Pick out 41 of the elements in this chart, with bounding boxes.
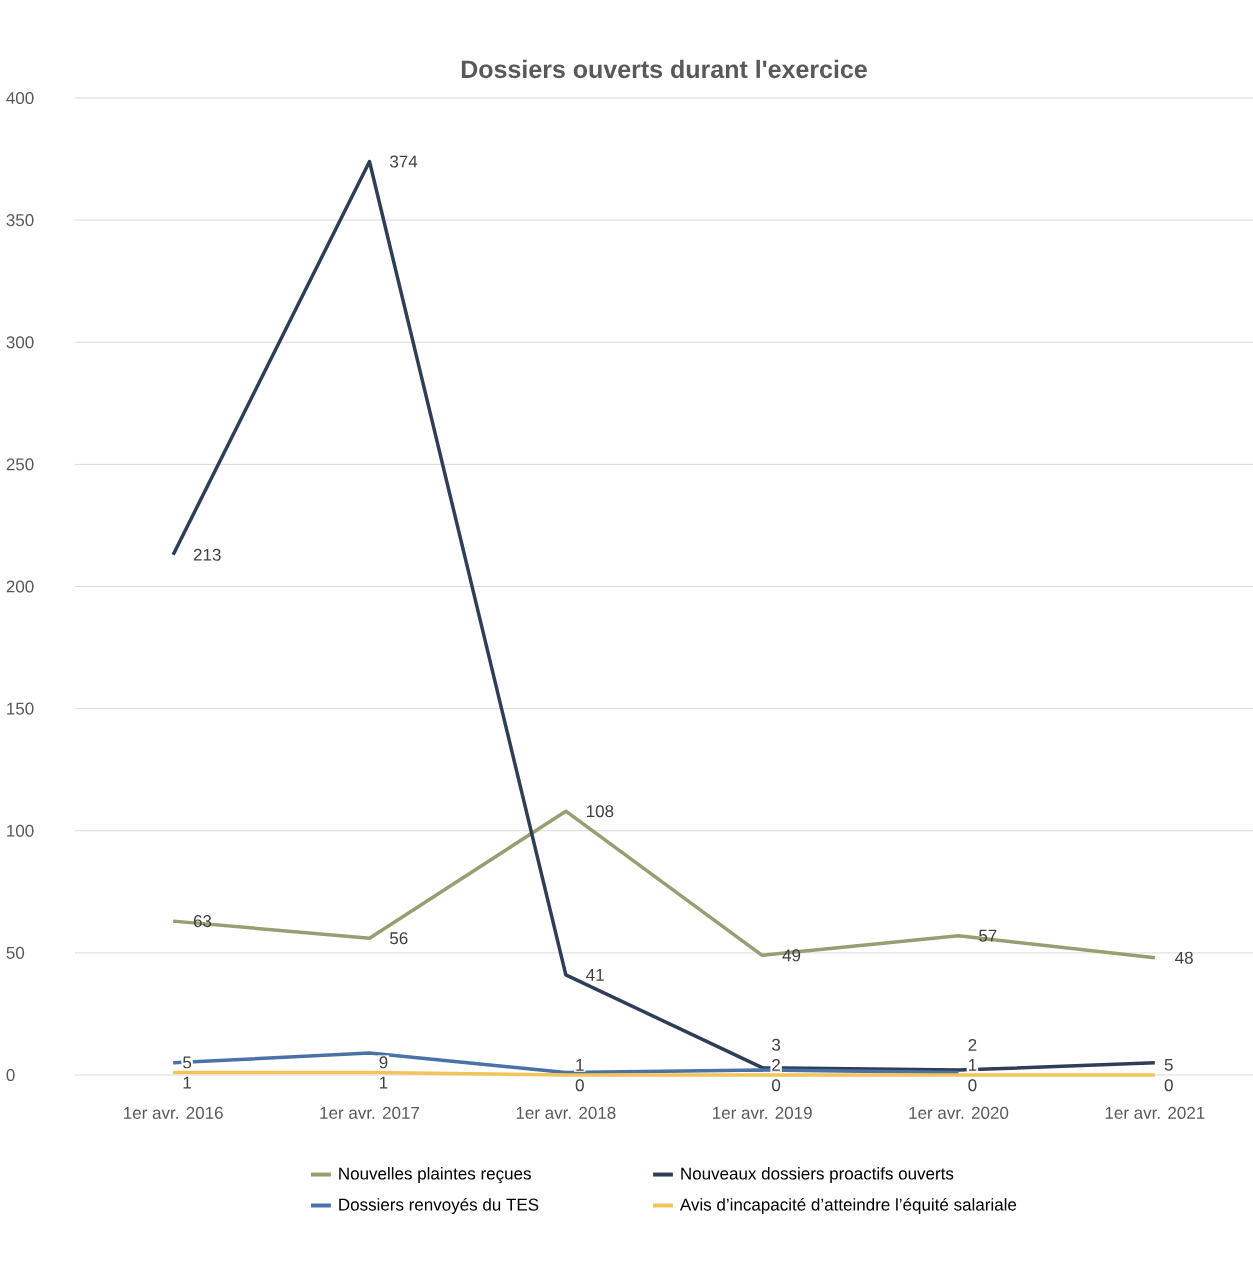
x-tick-label: 1er avr. 2019 [713, 1106, 812, 1119]
line-series [171, 1051, 961, 1075]
x-tick-label: 1er avr. 2018 [516, 1106, 616, 1119]
y-tick-label: 200 [6, 580, 34, 593]
data-label: 108 [587, 805, 614, 818]
x-tick-label: 1er avr. 2020 [909, 1106, 1009, 1119]
data-label: 9 [379, 1056, 388, 1069]
data-label: 3 [772, 1038, 781, 1051]
x-tick-label: 1er avr. 2017 [320, 1106, 420, 1119]
legend-label: Nouvelles plaintes reçues [339, 1167, 531, 1184]
data-label: 0 [575, 1079, 584, 1092]
data-label: 0 [968, 1079, 977, 1092]
data-label: 213 [193, 548, 221, 561]
chart-title: Dossiers ouverts durant l'exercice [461, 59, 867, 79]
data-label: 374 [390, 155, 418, 168]
x-tick-label: 1er avr. 2021 [1105, 1106, 1205, 1119]
data-label: 2 [772, 1058, 780, 1071]
y-tick-label: 100 [7, 824, 34, 837]
data-label: 48 [1175, 951, 1193, 964]
y-tick-label: 300 [6, 336, 34, 349]
y-tick-label: 0 [6, 1068, 15, 1082]
y-tick-label: 400 [6, 91, 34, 105]
legend-label: Dossiers renvoyés du TES [339, 1197, 539, 1215]
data-label: 41 [586, 969, 604, 981]
y-tick-label: 150 [7, 702, 34, 715]
data-label: 0 [1164, 1079, 1173, 1092]
legend-label: Avis d’incapacité d’atteindre l’équité salariale [679, 1197, 1017, 1215]
data-label: 0 [772, 1079, 781, 1092]
data-label: 5 [1164, 1058, 1173, 1071]
y-tick-label: 350 [6, 214, 34, 227]
data-label: 5 [183, 1056, 192, 1069]
data-label: 56 [390, 932, 408, 945]
data-label: 2 [968, 1038, 977, 1051]
legend-label: Nouveaux dossiers proactifs ouverts [681, 1167, 954, 1183]
data-label: 1 [183, 1076, 191, 1089]
y-tick-label: 50 [6, 946, 25, 959]
x-tick-label: 1er avr. 2016 [124, 1106, 223, 1119]
data-label: 1 [380, 1076, 388, 1089]
data-label: 1 [969, 1059, 977, 1071]
data-label: 1 [576, 1059, 584, 1071]
y-tick-label: 250 [6, 458, 34, 471]
